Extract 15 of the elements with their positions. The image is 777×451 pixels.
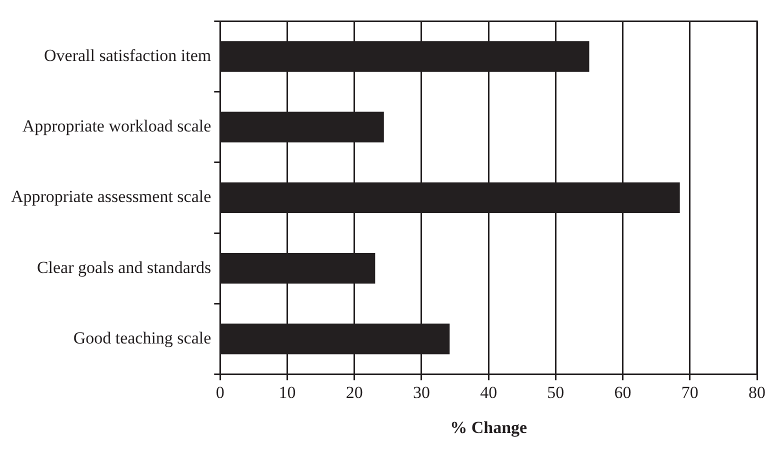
y-tick-label: Appropriate assessment scale — [10, 187, 212, 206]
x-tick-label: 80 — [748, 382, 766, 402]
x-tick-label: 40 — [480, 382, 498, 402]
y-tick-label: Clear goals and standards — [36, 258, 212, 277]
y-tick-label: Good teaching scale — [73, 328, 212, 348]
x-tick-label: 0 — [216, 382, 224, 402]
x-tick-label: 50 — [547, 382, 564, 402]
x-tick-label: 30 — [412, 382, 430, 402]
x-axis-title: % Change — [450, 418, 528, 438]
x-tick-label: 20 — [346, 382, 363, 402]
x-tick-label: 70 — [681, 382, 698, 402]
y-tick-label: Overall satisfaction item — [44, 46, 212, 65]
x-tick-label: 10 — [278, 382, 296, 402]
x-tick-label: 60 — [614, 382, 632, 402]
y-tick-label: Appropriate workload scale — [22, 116, 212, 136]
